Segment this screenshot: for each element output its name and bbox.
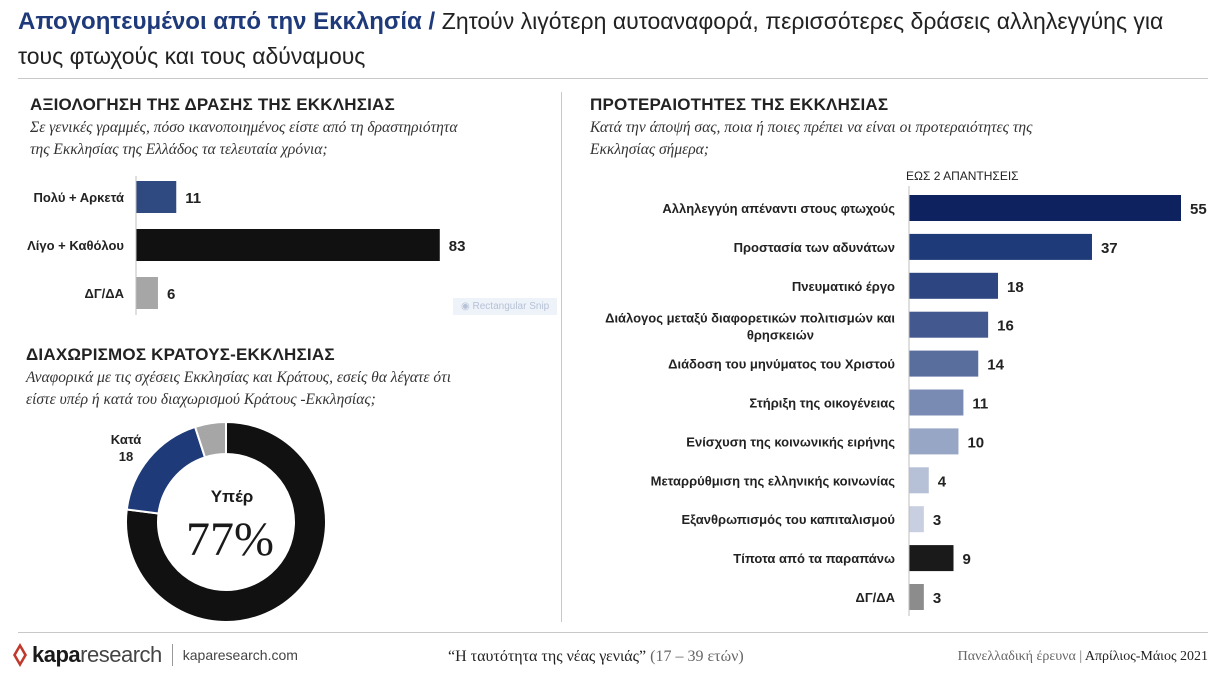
bar-category-label: Πνευματικό έργο	[792, 279, 895, 294]
header-divider	[18, 78, 1208, 79]
donut-center-value: 77%	[186, 513, 274, 566]
donut-outside-label: Κατά	[111, 432, 142, 447]
snip-icon: ◉	[461, 301, 470, 312]
footer-study-title: “Η ταυτότητα της νέας γενιάς”	[448, 648, 647, 665]
page-title: Απογοητευμένοι από την Εκκλησία / Ζητούν…	[18, 4, 1208, 74]
column-divider	[561, 92, 562, 622]
bar-value-label: 83	[449, 238, 466, 255]
bar-value-label: 37	[1101, 240, 1118, 257]
bar-category-label: ΔΓ/ΔΑ	[855, 590, 895, 605]
bar-category-label: Τίποτα από τα παραπάνω	[733, 551, 895, 566]
bar	[136, 181, 177, 213]
bar	[909, 584, 924, 610]
section-heading-evaluation: ΑΞΙΟΛΟΓΗΣΗ ΤΗΣ ΔΡΑΣΗΣ ΤΗΣ ΕΚΚΛΗΣΙΑΣ	[30, 95, 395, 114]
separation-donut-svg: Υπέρ 77% Κατά 18	[111, 420, 327, 623]
bar	[909, 350, 979, 377]
bar-value-label: 9	[963, 551, 971, 568]
donut-slice	[193, 420, 227, 459]
bar	[909, 545, 954, 572]
bar	[909, 428, 959, 455]
question-line: Σε γενικές γραμμές, πόσο ικανοποιημένος …	[30, 119, 458, 136]
bar-value-label: 18	[1007, 279, 1024, 296]
section-question-priorities: Κατά την άποψή σας, ποια ή ποιες πρέπει …	[590, 117, 1200, 161]
footer-brand-divider	[171, 644, 173, 666]
bar-category-label: Πολύ + Αρκετά	[33, 190, 124, 205]
bar-category-label: Στήριξη της οικογένειας	[749, 396, 895, 411]
snip-overlay-label: ◉ Rectangular Snip	[453, 298, 558, 315]
bar-category-label: Αλληλεγγύη απέναντι στους φτωχούς	[662, 201, 895, 216]
bar-value-label: 10	[967, 434, 984, 451]
bar	[909, 233, 1092, 260]
bar-category-label: ΔΓ/ΔΑ	[84, 286, 124, 301]
evaluation-bar-chart-svg: Πολύ + Αρκετά 11 Λίγο + Καθόλου 83 ΔΓ/ΔΑ 6	[27, 176, 466, 315]
bar	[909, 195, 1181, 221]
title-separator: /	[428, 8, 436, 35]
logo-research: research	[80, 642, 162, 667]
bar-value-label: 4	[938, 473, 947, 490]
bar-category-label: Διάδοση του μηνύματος του Χριστού	[668, 357, 895, 372]
bar-value-label: 16	[997, 318, 1014, 335]
bar-value-label: 55	[1190, 201, 1207, 218]
kapa-logo: kaparesearch	[32, 642, 162, 668]
section-heading-priorities: ΠΡΟΤΕΡΑΙΟΤΗΤΕΣ ΤΗΣ ΕΚΚΛΗΣΙΑΣ	[590, 95, 889, 114]
donut-outside-value: 18	[119, 449, 133, 464]
donut-slice	[125, 420, 327, 623]
bar-category-label: Εξανθρωπισμός του καπιταλισμού	[682, 512, 896, 527]
question-line: Εκκλησίας σήμερα;	[590, 141, 709, 158]
separation-donut-chart: Υπέρ 77% Κατά 18	[90, 410, 350, 625]
footer-pipe: |	[1079, 649, 1083, 664]
section-question-evaluation: Σε γενικές γραμμές, πόσο ικανοποιημένος …	[30, 117, 540, 161]
section-question-separation: Αναφορικά με τις σχέσεις Εκκλησίας και Κ…	[26, 367, 536, 411]
footer-brand: kaparesearch kaparesearch.com	[12, 642, 298, 668]
footer-survey-type: Πανελλαδική έρευνα	[957, 649, 1076, 664]
bar	[136, 277, 158, 309]
bar-value-label: 3	[933, 512, 941, 529]
bar-category-label: Διάλογος μεταξύ διαφορετικών πολιτισμών …	[605, 311, 895, 343]
footer-study-age: (17 – 39 ετών)	[650, 648, 744, 665]
snip-overlay-text: Rectangular Snip	[472, 301, 550, 312]
section-heading-separation: ΔΙΑΧΩΡΙΣΜΟΣ ΚΡΑΤΟΥΣ-ΕΚΚΛΗΣΙΑΣ	[26, 345, 335, 364]
bar-category-label: Μεταρρύθμιση της ελληνικής κοινωνίας	[651, 473, 896, 488]
footer-study: “Η ταυτότητα της νέας γενιάς” (17 – 39 ε…	[448, 648, 744, 666]
bar-category-label: Ενίσχυση της κοινωνικής ειρήνης	[686, 434, 895, 449]
bar-value-label: 3	[933, 590, 941, 607]
bar	[909, 389, 964, 416]
evaluation-bar-chart: Πολύ + Αρκετά 11 Λίγο + Καθόλου 83 ΔΓ/ΔΑ 6	[20, 176, 540, 316]
bar-value-label: 11	[972, 396, 988, 413]
donut-center-label: Υπέρ	[211, 487, 254, 506]
priorities-bar-chart-svg: Αλληλεγγύη απέναντι στους φτωχούς 55 Προστ…	[605, 186, 1207, 623]
bar	[909, 506, 924, 533]
title-subtitle: Ζητούν λιγότερη αυτοαναφορά, περισσότερε…	[18, 8, 1164, 69]
question-line: είστε υπέρ ή κατά του διαχωρισμού Κράτου…	[26, 391, 376, 408]
bar	[136, 229, 440, 261]
priorities-bar-chart: Αλληλεγγύη απέναντι στους φτωχούς 55 Προστ…	[575, 186, 1215, 623]
footer-period: Απρίλιος-Μάιος 2021	[1084, 649, 1208, 664]
logo-kapa: kapa	[32, 642, 81, 667]
title-main: Απογοητευμένοι από την Εκκλησία	[18, 8, 422, 35]
bar-value-label: 6	[167, 286, 175, 303]
question-line: Αναφορικά με τις σχέσεις Εκκλησίας και Κ…	[26, 369, 452, 386]
bar-category-label: Λίγο + Καθόλου	[27, 238, 124, 253]
bar-value-label: 14	[987, 357, 1004, 374]
footer-divider	[18, 632, 1208, 633]
footer-site: kaparesearch.com	[182, 647, 298, 663]
bar	[909, 467, 929, 494]
kapa-logo-mark-icon	[13, 643, 27, 667]
answers-note: ΕΩΣ 2 ΑΠΑΝΤΗΣΕΙΣ	[906, 169, 1019, 183]
bar	[909, 311, 989, 338]
bar-value-label: 11	[185, 190, 201, 207]
bar	[909, 272, 999, 299]
question-line: της Εκκλησίας της Ελλάδος τα τελευταία χ…	[30, 141, 328, 158]
footer-survey: Πανελλαδική έρευνα | Απρίλιος-Μάιος 2021	[958, 649, 1208, 665]
bar-category-label: Προστασία των αδυνάτων	[734, 240, 895, 255]
question-line: Κατά την άποψή σας, ποια ή ποιες πρέπει …	[590, 119, 1033, 136]
